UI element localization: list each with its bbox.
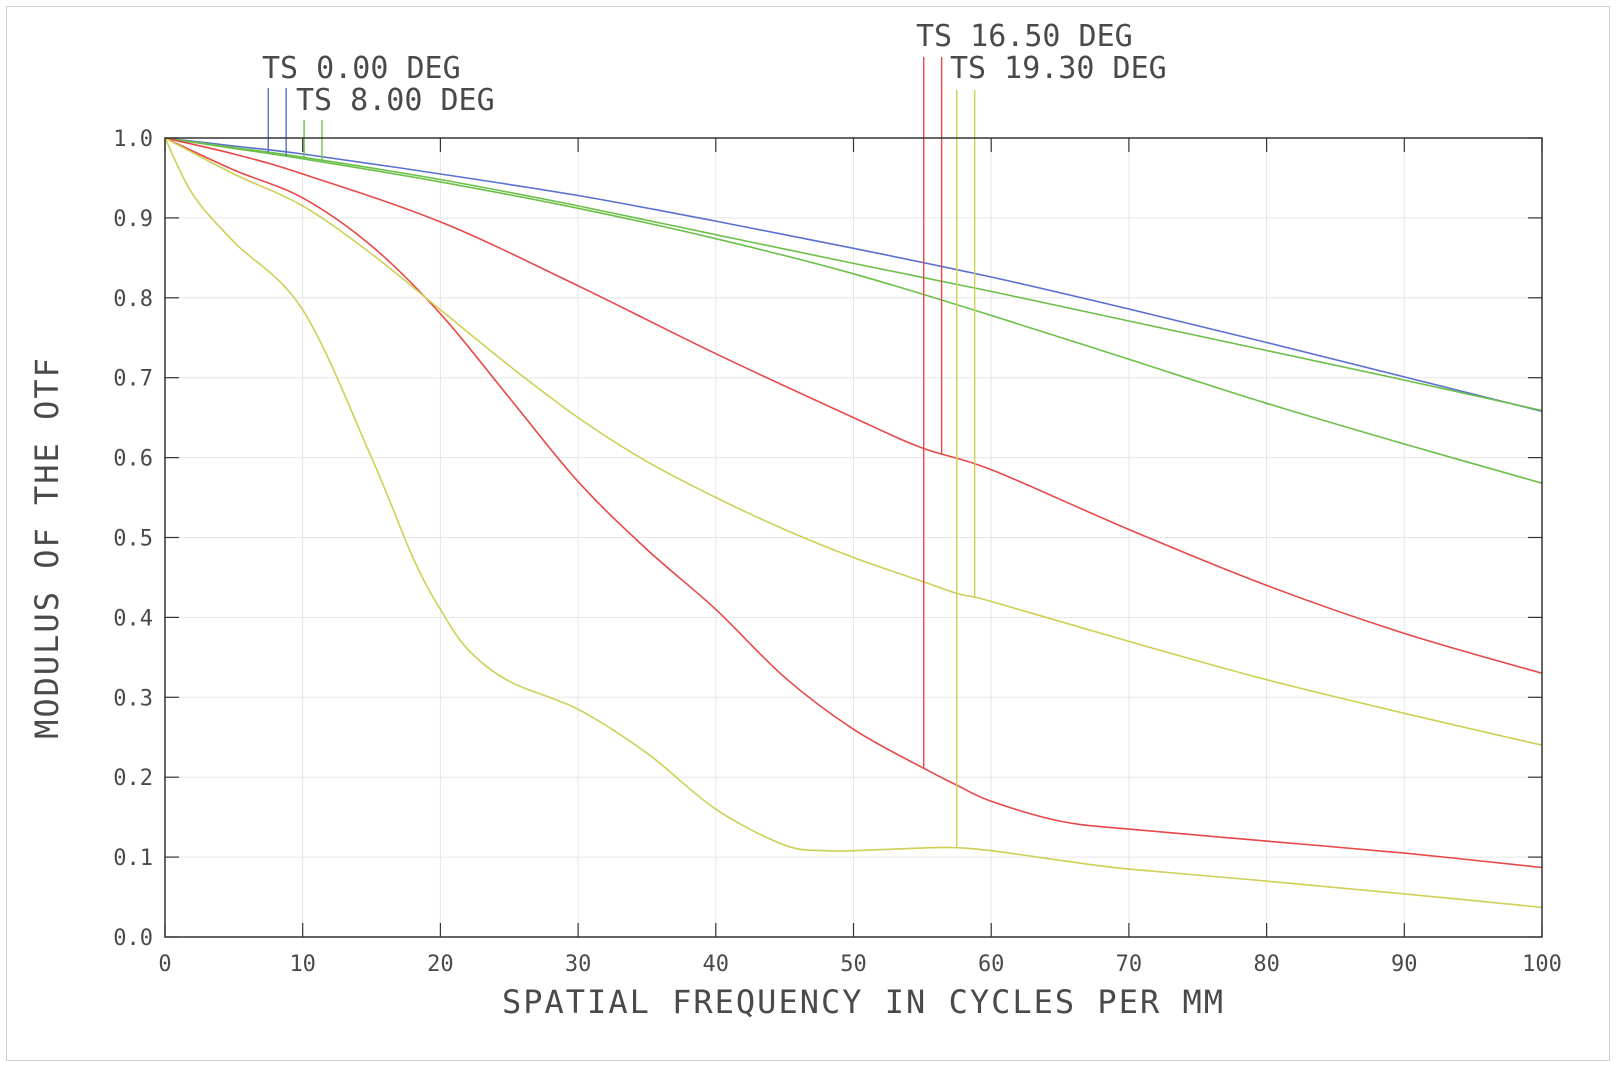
x-tick-label: 50	[840, 952, 867, 977]
x-tick-label: 20	[427, 952, 454, 977]
x-tick-label: 80	[1253, 952, 1280, 977]
y-tick-label: 0.7	[113, 367, 153, 392]
y-tick-label: 0.2	[113, 766, 153, 791]
field-label: TS 8.00 DEG	[296, 83, 495, 118]
y-tick-label: 0.0	[113, 926, 153, 951]
x-axis-title: SPATIAL FREQUENCY IN CYCLES PER MM	[502, 983, 1225, 1021]
series-line-7	[164, 137, 1543, 909]
series-line-5	[164, 137, 1543, 869]
field-markers	[267, 57, 976, 847]
series-line-3	[164, 137, 1543, 484]
field-label: TS 19.30 DEG	[950, 51, 1167, 86]
y-tick-label: 0.9	[113, 207, 153, 232]
x-tick-label: 0	[158, 952, 171, 977]
field-label: TS 0.00 DEG	[262, 51, 461, 86]
tick-marks	[164, 137, 1543, 938]
y-tick-label: 0.5	[113, 527, 153, 552]
chart-frame	[6, 6, 1610, 1061]
series-line-1	[164, 137, 1543, 413]
series-line-2	[164, 137, 1543, 412]
x-tick-label: 70	[1116, 952, 1143, 977]
series-line-6	[164, 137, 1543, 746]
field-label: TS 16.50 DEG	[916, 19, 1133, 54]
x-tick-label: 30	[565, 952, 592, 977]
x-tick-labels: 0 10 20 30 40 50 60 70 80 90 100	[158, 952, 1562, 977]
grid-lines	[165, 138, 1542, 937]
y-tick-label: 1.0	[113, 127, 153, 152]
series-line-4	[164, 137, 1543, 675]
y-tick-label: 0.1	[113, 846, 153, 871]
x-tick-label: 10	[289, 952, 316, 977]
x-tick-label: 90	[1391, 952, 1418, 977]
x-tick-label: 60	[978, 952, 1005, 977]
y-tick-label: 0.8	[113, 287, 153, 312]
series-lines	[164, 137, 1543, 909]
y-tick-labels: 0.0 0.1 0.2 0.3 0.4 0.5 0.6 0.7 0.8 0.9 1.0	[113, 127, 153, 951]
y-tick-label: 0.4	[113, 606, 153, 631]
x-tick-label: 40	[703, 952, 730, 977]
y-tick-label: 0.6	[113, 447, 153, 472]
y-axis-title: MODULUS OF THE OTF	[28, 356, 66, 739]
y-tick-label: 0.3	[113, 686, 153, 711]
x-tick-label: 100	[1522, 952, 1562, 977]
